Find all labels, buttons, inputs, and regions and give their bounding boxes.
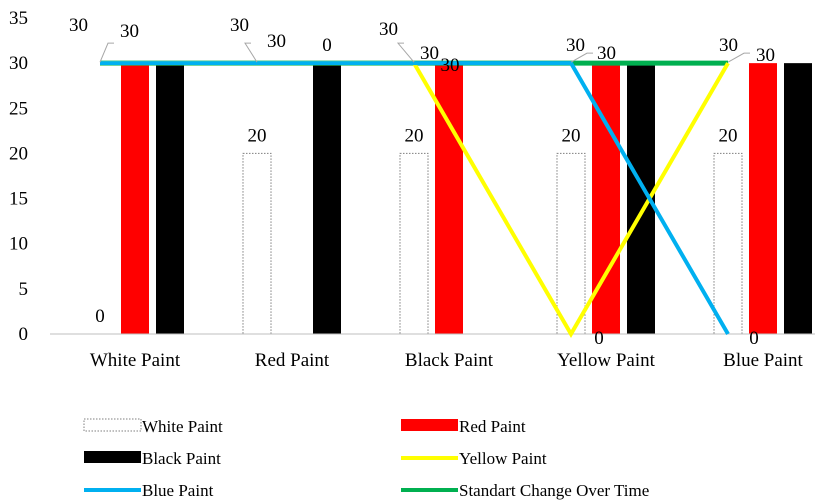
x-category-label: White Paint xyxy=(90,350,181,371)
bar-white-paint xyxy=(242,152,272,335)
x-category-label: Yellow Paint xyxy=(557,350,656,371)
label-leader-line xyxy=(570,52,593,63)
y-tick-label: 30 xyxy=(9,53,28,74)
bar-data-label: 20 xyxy=(405,125,424,146)
line-data-label: 30 xyxy=(756,45,775,66)
bar-data-label: 20 xyxy=(562,125,581,146)
line-data-label: 30 xyxy=(420,43,439,64)
legend-item: Red Paint xyxy=(401,417,526,436)
x-category-label: Black Paint xyxy=(405,350,494,371)
legend-label: Blue Paint xyxy=(142,481,214,500)
legend-label: Black Paint xyxy=(142,449,221,468)
bar-black-paint xyxy=(156,63,184,335)
y-tick-label: 10 xyxy=(9,234,28,255)
bar-white-paint xyxy=(399,152,429,335)
legend-item: Black Paint xyxy=(84,449,221,468)
bar-white-paint xyxy=(556,152,586,335)
bar-red-paint xyxy=(749,63,777,335)
label-leader-line xyxy=(727,52,750,63)
legend-item: Standart Change Over Time xyxy=(401,481,649,500)
legend-swatch xyxy=(84,451,141,463)
blue-data-label: 0 xyxy=(749,328,759,349)
line-data-label-extra: 30 xyxy=(379,19,398,40)
line-data-label-extra: 30 xyxy=(566,35,585,56)
x-category-label: Blue Paint xyxy=(723,350,803,371)
legend: White Paint Red Paint Black Paint Yellow Pa… xyxy=(83,417,649,500)
line-data-label: 30 xyxy=(267,31,286,52)
legend-swatch xyxy=(83,418,142,432)
line-data-label-extra: 30 xyxy=(69,15,88,36)
line-data-label-extra: 30 xyxy=(441,55,460,76)
label-leader-line xyxy=(244,42,258,63)
legend-item: Yellow Paint xyxy=(401,449,547,468)
bar-data-label: 0 xyxy=(322,35,332,56)
y-tick-label: 35 xyxy=(9,8,28,29)
x-category-label: Red Paint xyxy=(255,350,330,371)
bar-data-label: 20 xyxy=(719,125,738,146)
y-tick-label: 5 xyxy=(19,279,29,300)
line-data-label: 30 xyxy=(597,43,616,64)
label-leader-line xyxy=(396,42,415,63)
line-blue-paint xyxy=(100,61,730,336)
line-layer xyxy=(100,60,730,338)
bar-data-label: 20 xyxy=(248,125,267,146)
legend-item: White Paint xyxy=(83,417,223,436)
y-tick-label: 15 xyxy=(9,189,28,210)
y-tick-label: 0 xyxy=(19,324,29,345)
line-data-label: 30 xyxy=(120,21,139,42)
legend-label: Yellow Paint xyxy=(459,449,547,468)
bar-red-paint xyxy=(121,63,149,335)
legend-swatch xyxy=(401,419,458,431)
legend-label: Standart Change Over Time xyxy=(459,481,649,500)
line-data-label-extra: 30 xyxy=(230,15,249,36)
x-axis: White Paint Red Paint Black Paint Yellow Pa… xyxy=(90,350,804,371)
bar-white-paint xyxy=(713,152,743,335)
bar-data-label: 0 xyxy=(95,306,105,327)
bar-black-paint xyxy=(313,63,341,335)
y-tick-label: 20 xyxy=(9,143,28,164)
line-data-label-extra: 30 xyxy=(719,35,738,56)
legend-label: White Paint xyxy=(142,417,223,436)
label-leader-line xyxy=(99,42,114,63)
y-axis: 0 5 10 15 20 25 30 35 xyxy=(9,8,28,345)
bar-black-paint xyxy=(784,63,812,335)
bar-layer xyxy=(121,63,812,335)
y-tick-label: 25 xyxy=(9,98,28,119)
legend-item: Blue Paint xyxy=(84,481,214,500)
yellow-data-label: 0 xyxy=(594,328,604,349)
legend-label: Red Paint xyxy=(459,417,526,436)
